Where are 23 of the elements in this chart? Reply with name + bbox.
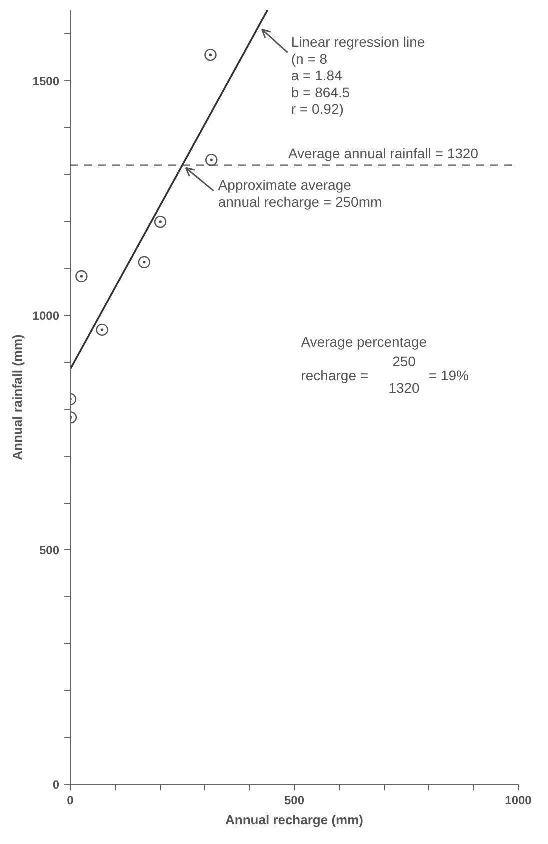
y-axis-title: Annual rainfall (mm) bbox=[10, 334, 25, 460]
point bbox=[206, 154, 218, 166]
y-tick-label: 1000 bbox=[32, 308, 60, 323]
point bbox=[204, 48, 217, 62]
annotation: 1320 bbox=[388, 380, 420, 396]
x-tick-label: 1000 bbox=[505, 794, 532, 808]
point bbox=[96, 324, 108, 336]
annotation: Linear regression line (n = 8 a = 1.84 b = 864.5 r = 0.92) bbox=[291, 34, 426, 118]
ref-line-label: Average annual rainfall = 1320 bbox=[288, 145, 479, 162]
annotation: Average percentage bbox=[301, 334, 428, 350]
annotation: Approximate average annual recharge = 250mm bbox=[218, 177, 382, 210]
y-tick-label: 500 bbox=[39, 543, 60, 558]
x-tick-label: 500 bbox=[284, 794, 305, 808]
x-tick-label: 0 bbox=[67, 794, 74, 808]
annotation: 250 bbox=[392, 353, 416, 370]
y-tick-label: 1500 bbox=[32, 74, 60, 88]
point bbox=[76, 270, 88, 283]
annotation: recharge = bbox=[301, 367, 369, 384]
x-axis-title: Annual recharge (mm) bbox=[226, 812, 364, 828]
point bbox=[154, 216, 167, 228]
annotation: = 19% bbox=[428, 367, 469, 384]
point bbox=[138, 256, 151, 268]
y-tick-label: 0 bbox=[52, 778, 60, 792]
